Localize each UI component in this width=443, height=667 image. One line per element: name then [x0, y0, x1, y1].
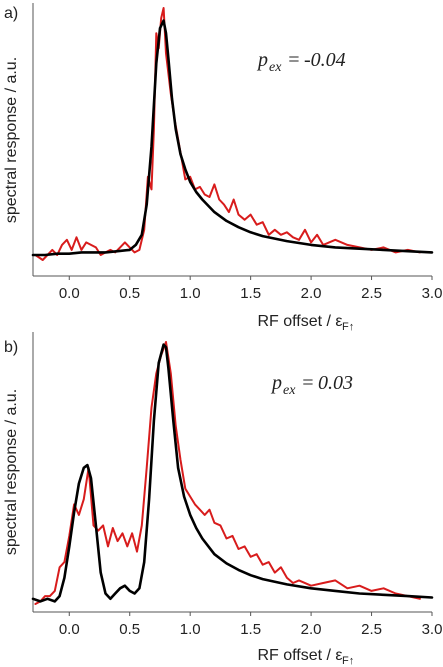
x-tick-label: 1.5: [240, 285, 261, 302]
x-tick-label: 0.5: [119, 621, 140, 638]
x-tick-label: 2.5: [361, 285, 382, 302]
panel-label: a): [4, 5, 18, 22]
annotation-value: -0.04: [304, 49, 346, 71]
annotation-subscript: ex: [269, 60, 282, 75]
annotation-value: 0.03: [318, 372, 353, 394]
y-axis-label: spectral response / a.u.: [3, 57, 20, 223]
x-tick-label: 1.0: [180, 285, 201, 302]
x-tick-label: 3.0: [422, 621, 443, 638]
x-tick-label: 0.0: [59, 285, 80, 302]
annotation-equals: =: [287, 49, 301, 71]
x-tick-label: 1.0: [180, 621, 201, 638]
x-axis-label: RF offset / ε: [257, 313, 342, 330]
annotation-p: p: [256, 49, 268, 71]
annotation-subscript: ex: [283, 383, 296, 398]
x-axis-label-subscript: F↑: [342, 655, 354, 667]
x-tick-label: 1.5: [240, 621, 261, 638]
annotation-equals: =: [301, 372, 315, 394]
x-axis-label: RF offset / ε: [257, 647, 342, 664]
x-tick-label: 2.0: [301, 621, 322, 638]
x-tick-label: 2.5: [361, 621, 382, 638]
annotation-p: p: [270, 372, 282, 394]
x-tick-label: 0.0: [59, 621, 80, 638]
x-tick-label: 0.5: [119, 285, 140, 302]
measured-spectrum-line: [34, 341, 421, 605]
x-tick-label: 3.0: [422, 285, 443, 302]
fit-spectrum-line: [31, 343, 434, 603]
x-axis-label-subscript: F↑: [342, 321, 354, 333]
fit-spectrum-line: [31, 19, 434, 257]
panel-label: b): [4, 339, 18, 356]
x-tick-label: 2.0: [301, 285, 322, 302]
y-axis-label: spectral response / a.u.: [3, 389, 20, 555]
